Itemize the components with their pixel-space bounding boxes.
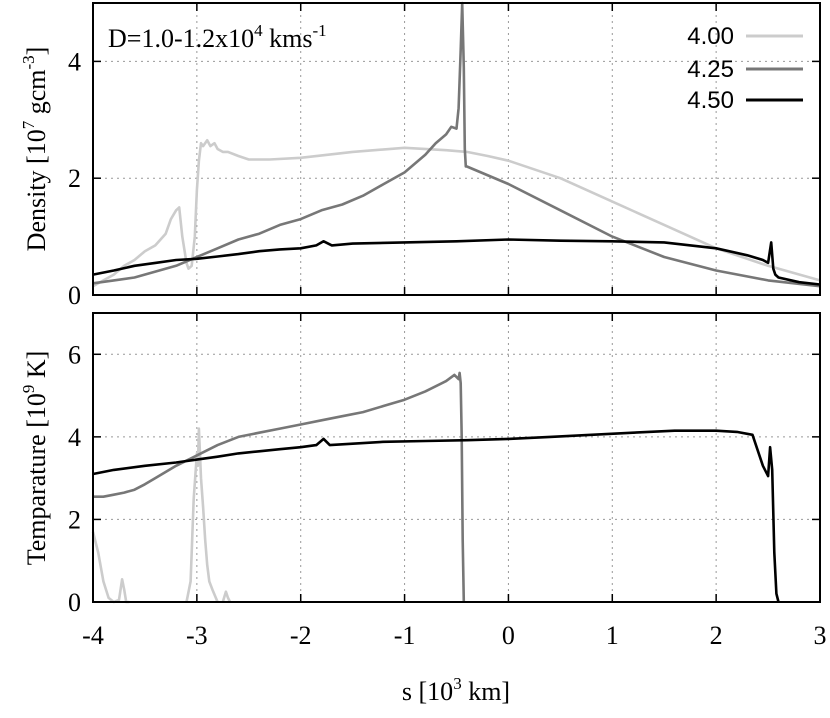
top-y-axis-label: Density [107 gcm-3] (19, 47, 51, 252)
top-annotation: D=1.0-1.2x104 kms-1 (108, 21, 327, 53)
x-tick-label: 1 (606, 621, 619, 650)
bottom-y-tick-label: 2 (68, 505, 81, 534)
legend-label-4-25: 4.25 (687, 56, 734, 83)
top-series-layer (92, 1, 821, 288)
x-tick-label: -2 (290, 621, 312, 650)
x-tick-label: 2 (710, 621, 723, 650)
x-tick-label: 0 (502, 621, 515, 650)
bottom-series-4-25-line (93, 371, 466, 603)
x-tick-label: 3 (814, 621, 827, 650)
x-tick-label: -4 (82, 621, 104, 650)
bottom-y-axis-label: Temparature [109 K] (19, 351, 51, 566)
bottom-plot-frame (92, 312, 821, 603)
bottom-series-4-50-line (92, 429, 780, 603)
legend-label-4-00: 4.00 (687, 23, 734, 50)
bottom-series-4-00-line (185, 427, 219, 603)
bottom-series-layer (91, 371, 780, 604)
bottom-panel: -4 -3 -2 -1 0 1 2 3 0 2 4 6 Temparature [109 K] s [… (19, 312, 827, 706)
x-axis-label: s [103 km] (402, 674, 510, 706)
bottom-y-tick-label: 4 (68, 423, 81, 452)
top-ticks: 0 2 4 (68, 3, 821, 310)
bottom-ticks: -4 -3 -2 -1 0 1 2 3 0 2 4 6 (68, 313, 827, 650)
top-plot-frame (92, 2, 821, 296)
top-series-4-50-line (92, 238, 821, 286)
bottom-series-4-00-line (91, 531, 130, 604)
bottom-y-tick-label: 0 (68, 588, 81, 617)
bottom-series-4-00-line (221, 590, 232, 603)
legend-label-4-50: 4.50 (687, 87, 734, 114)
top-series-4-25-line (92, 1, 821, 288)
top-series-4-00-line (92, 138, 821, 288)
top-y-tick-label: 2 (68, 164, 81, 193)
legend: 4.00 4.25 4.50 (687, 23, 803, 114)
x-tick-label: -3 (186, 621, 208, 650)
bottom-gridlines (93, 313, 820, 602)
top-y-tick-label: 0 (68, 281, 81, 310)
top-panel: 0 2 4 D=1.0-1.2x104 kms-1 4.00 4.25 4.50 D… (19, 1, 821, 310)
bottom-y-tick-label: 6 (68, 340, 81, 369)
top-y-tick-label: 4 (68, 47, 81, 76)
x-tick-label: -1 (394, 621, 416, 650)
